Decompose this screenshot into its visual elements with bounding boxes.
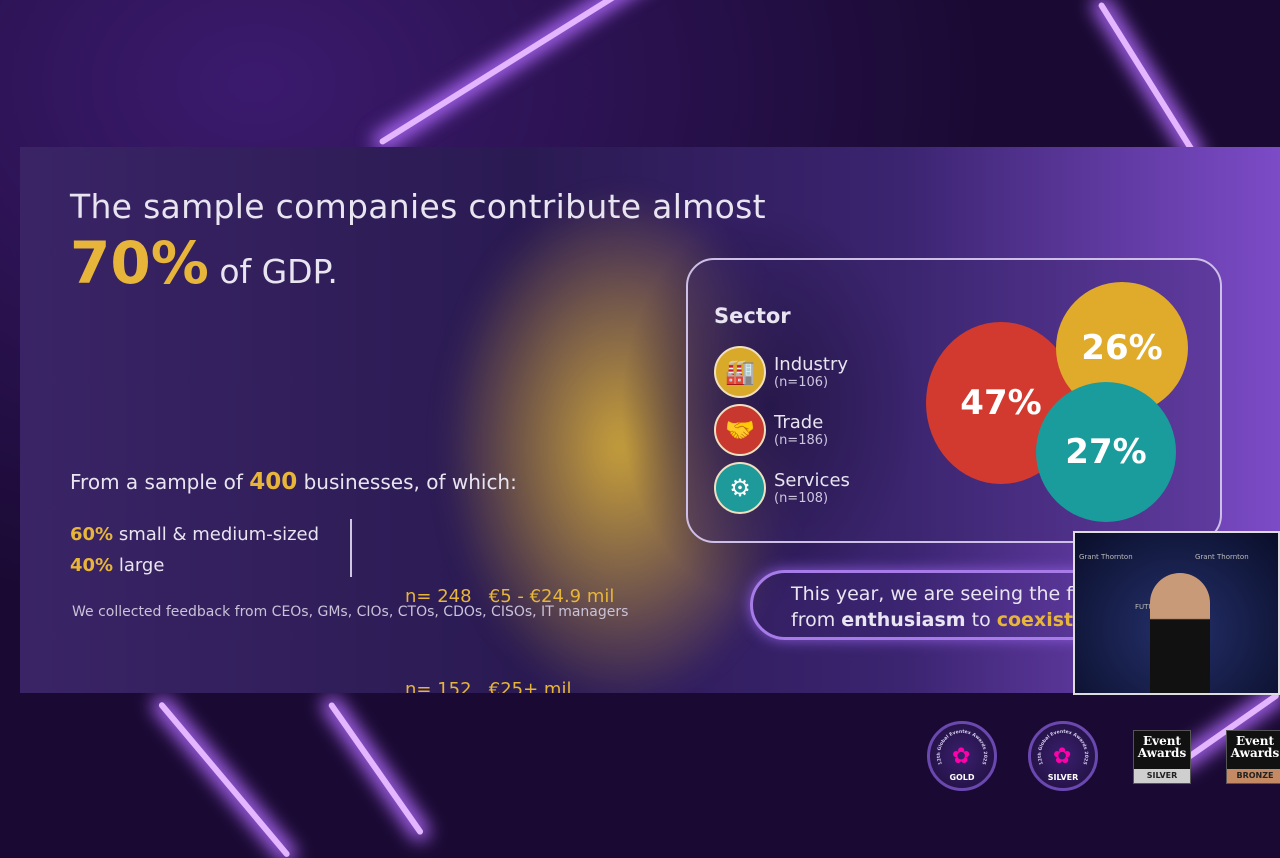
quote-emphasis: enthusiasm [841, 609, 966, 631]
revenue-breakdown: n= 248 €5 - €24.9 mil n= 152 €25+ mil [405, 519, 614, 693]
count: n= 248 [405, 586, 472, 607]
quote-line-2: from enthusiasm to coexiste [791, 607, 1280, 633]
sector-count: (n=108) [774, 490, 829, 506]
size-label: small & medium-sized [113, 524, 320, 545]
award-tier: SILVER [1134, 769, 1190, 783]
award-title: Event [1142, 734, 1182, 748]
revenue-range: €5 - €24.9 mil [488, 586, 615, 607]
sample-text: From a sample of 400 businesses, of whic… [70, 469, 517, 495]
award-sub: Awards [1137, 746, 1187, 760]
gdp-headline: 70% of GDP. [70, 229, 338, 297]
presentation-slide: The sample companies contribute almost 7… [20, 147, 1280, 693]
footnote: We collected feedback from CEOs, GMs, CI… [72, 604, 629, 620]
decor-glow [620, 207, 920, 607]
size-breakdown: 60% small & medium-sized 40% large [70, 519, 319, 581]
revenue-row: n= 152 €25+ mil [405, 674, 614, 693]
sector-panel: Sector 🏭 Industry (n=106) 🤝 Trade (n=186) … [686, 258, 1222, 543]
quote-line-1: This year, we are seeing the fir [791, 583, 1087, 605]
gdp-suffix: of GDP. [208, 252, 338, 291]
gear-hand-icon: ⚙ [714, 462, 766, 514]
flower-icon: ✿ [952, 744, 971, 769]
award-tier: BRONZE [1227, 769, 1280, 783]
divider [350, 519, 352, 577]
sector-name: Services [774, 469, 850, 491]
event-awards-bronze: Event Awards BRONZE [1226, 730, 1280, 784]
gdp-percent: 70% [70, 229, 209, 297]
quote-text: from [791, 609, 842, 631]
sponsor-logo: Grant Thornton [1079, 553, 1133, 561]
size-pct: 60% [70, 524, 114, 545]
sample-count: 400 [249, 469, 298, 495]
sector-item-industry: 🏭 Industry (n=106) [714, 346, 848, 398]
quote-highlight: coexiste [996, 609, 1086, 631]
award-ring: 12th Global Eventex Awards 2025 [1037, 729, 1089, 766]
sample-prefix: From a sample of [70, 470, 250, 494]
size-row: 40% large [70, 550, 319, 581]
count: n= 152 [405, 679, 472, 693]
award-sub: Awards [1230, 746, 1280, 760]
sector-count: (n=106) [774, 374, 829, 390]
award-label: GOLD [949, 773, 975, 782]
interpreter [1150, 573, 1210, 693]
handshake-icon: 🤝 [714, 404, 766, 456]
bubble-services: 27% [1036, 382, 1176, 522]
award-title: Event [1235, 734, 1275, 748]
revenue-range: €25+ mil [488, 679, 572, 693]
sector-name: Trade [774, 411, 824, 433]
sector-count: (n=186) [774, 432, 829, 448]
sector-title: Sector [714, 304, 791, 328]
sector-item-services: ⚙ Services (n=108) [714, 462, 850, 514]
flower-icon: ✿ [1053, 744, 1072, 769]
event-awards-silver: Event Awards SILVER [1133, 730, 1191, 784]
award-badge-silver: 12th Global Eventex Awards 2025 ✿ SILVER [1028, 721, 1098, 791]
revenue-row: n= 248 €5 - €24.9 mil [405, 581, 614, 612]
award-ring: 12th Global Eventex Awards 2025 [936, 729, 988, 766]
size-row: 60% small & medium-sized [70, 519, 319, 550]
slide-title: The sample companies contribute almost [70, 187, 766, 226]
size-label: large [113, 555, 165, 576]
award-badge-gold: 12th Global Eventex Awards 2025 ✿ GOLD [927, 721, 997, 791]
sign-language-video: Grant Thornton FUTURE Grant Thornton [1073, 531, 1280, 695]
brand-logo: FUTURE [1135, 603, 1163, 611]
sponsor-logo: Grant Thornton [1195, 553, 1249, 561]
quote-text: to [965, 609, 997, 631]
award-label: SILVER [1047, 773, 1079, 782]
size-pct: 40% [70, 555, 114, 576]
sector-item-trade: 🤝 Trade (n=186) [714, 404, 828, 456]
sector-name: Industry [774, 353, 849, 375]
factory-icon: 🏭 [714, 346, 766, 398]
sample-suffix: businesses, of which: [297, 470, 517, 494]
quote-banner: This year, we are seeing the fir from en… [750, 570, 1280, 640]
